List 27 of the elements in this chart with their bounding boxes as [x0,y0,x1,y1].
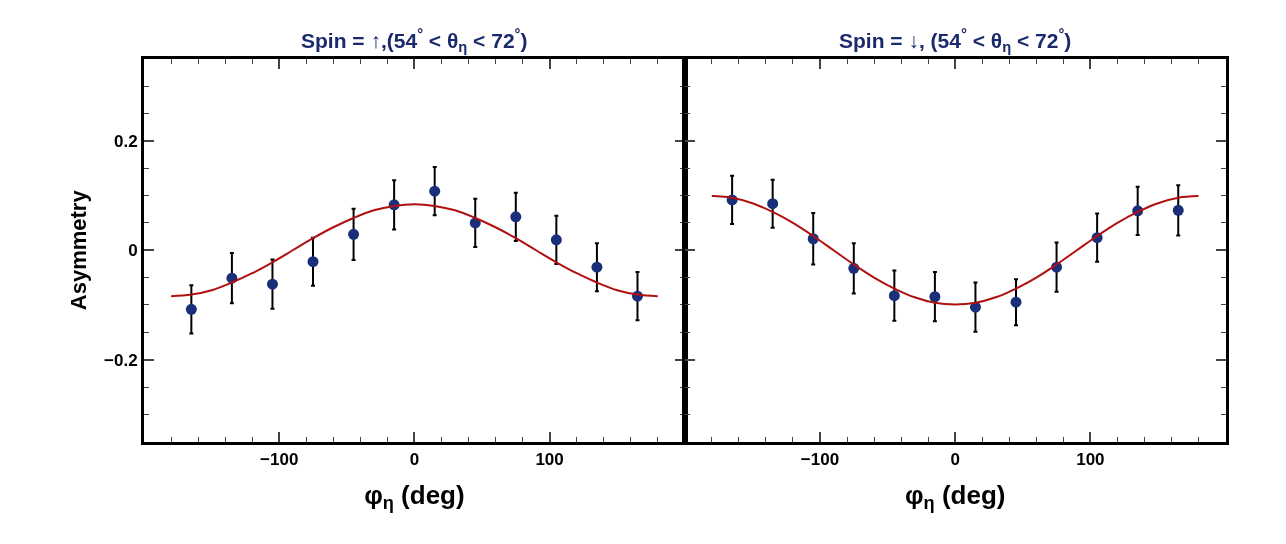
point [888,290,900,302]
y-axis-title: Asymmetry [65,189,91,311]
x-axis-title: φ$_{η}$ (deg) [364,479,465,514]
chart-title: Spin = ↑,(54$^{°}$ < θ$_{η}$ < 72$^{°}$) [301,26,528,56]
point [929,291,941,303]
x-tick-label: 100 [1076,450,1105,470]
chart-title: Spin = ↓, (54$^{°}$ < θ$_{η}$ < 72$^{°}$) [839,26,1072,56]
y-tick-label: −0.2 [104,350,138,370]
y-tick-label: 0.2 [113,131,138,151]
point [1010,296,1022,308]
x-tick-label: −100 [260,450,299,470]
x-tick-label: −100 [800,450,840,470]
point [550,234,562,246]
point [348,228,360,240]
x-tick-label: 0 [950,450,960,470]
point [266,278,278,290]
point [429,185,441,197]
point [591,261,603,273]
point [767,198,779,210]
y-tick-label: 0 [128,241,138,261]
point [510,211,522,223]
point [185,303,197,315]
point [307,256,319,268]
x-axis-title: φ$_{η}$ (deg) [904,479,1006,514]
point [1172,204,1184,216]
x-tick-label: 0 [409,450,420,470]
x-tick-label: 100 [535,450,564,470]
